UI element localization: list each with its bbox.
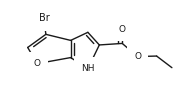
Text: Br: Br <box>39 13 49 23</box>
Text: O: O <box>134 52 141 61</box>
Text: NH: NH <box>81 64 95 73</box>
Text: O: O <box>34 59 41 68</box>
Text: O: O <box>119 25 126 34</box>
